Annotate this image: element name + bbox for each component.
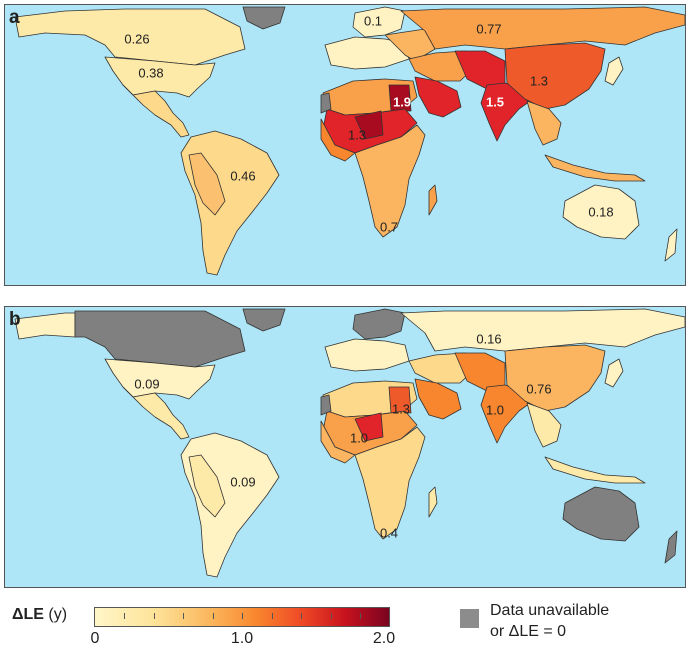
scale-tick	[331, 613, 332, 619]
region-niger-chad	[354, 110, 384, 140]
value-label-south-america: 0.46	[230, 168, 256, 184]
legend: ΔLE (y) 0 1.0 2.0 Data unavailable or ΔL…	[0, 600, 690, 657]
region-russia	[400, 308, 685, 352]
no-data-label: Data unavailable or ΔLE = 0	[490, 600, 609, 642]
value-label-australia: 0.18	[588, 204, 614, 220]
region-china	[504, 42, 606, 110]
region-arabia	[414, 378, 462, 420]
region-egypt	[388, 84, 412, 112]
legend-title: ΔLE (y)	[12, 606, 67, 624]
region-mexico-central-america	[122, 84, 190, 138]
region-south-america	[180, 432, 280, 578]
value-label-india: 1.0	[485, 402, 505, 418]
region-andes	[188, 152, 226, 216]
region-southeast-asia	[526, 100, 562, 146]
scale-tick	[183, 613, 184, 619]
no-data-swatch	[460, 609, 479, 628]
region-south-america	[180, 130, 280, 276]
value-label-west-africa: 1.0	[349, 430, 369, 446]
scale-tick	[272, 613, 273, 619]
region-western-sahara	[320, 92, 332, 114]
value-label-south-africa: 0.7	[379, 219, 399, 235]
map-panel-b: b 0.09 0.09 0.16 1.3 0.76 1.0 1.0 0.4	[4, 306, 686, 588]
no-data-line1: Data unavailable	[490, 602, 610, 619]
region-canada	[74, 310, 246, 368]
world-map-b	[14, 308, 685, 578]
value-label-canada: 0.26	[124, 31, 150, 47]
value-label-russia: 0.16	[476, 331, 502, 347]
world-map-a	[14, 6, 685, 276]
region-indonesia	[544, 154, 646, 182]
region-new-zealand	[664, 530, 678, 564]
region-japan	[604, 56, 624, 86]
value-label-egypt: 1.3	[391, 401, 411, 417]
region-greenland	[242, 308, 286, 332]
region-west-africa	[320, 118, 356, 162]
region-mexico-central-america	[122, 386, 190, 440]
value-label-south-america: 0.09	[230, 474, 256, 490]
region-scandinavia	[352, 308, 406, 340]
region-western-sahara	[320, 394, 332, 416]
region-arabia	[414, 76, 462, 118]
region-new-zealand	[664, 228, 678, 262]
panel-letter-a: a	[9, 7, 20, 28]
scale-tick	[213, 613, 214, 619]
legend-title-symbol: ΔLE	[12, 606, 44, 623]
region-japan	[604, 358, 624, 388]
scale-tick	[301, 613, 302, 619]
region-australia	[562, 184, 640, 240]
region-central-south-africa	[354, 124, 426, 238]
no-data-line2: or ΔLE = 0	[490, 623, 567, 640]
scale-tick	[154, 613, 155, 619]
region-australia	[562, 486, 640, 542]
value-label-south-africa: 0.4	[379, 525, 399, 541]
scale-min-label: 0	[90, 630, 100, 647]
region-alaska	[14, 312, 76, 340]
value-label-china: 0.76	[526, 381, 552, 397]
region-madagascar	[428, 486, 438, 518]
region-scandinavia	[352, 6, 406, 38]
value-label-west-africa: 1.3	[347, 127, 367, 143]
region-china	[504, 344, 606, 412]
scale-mid-label: 1.0	[230, 630, 254, 647]
region-central-south-africa	[354, 426, 426, 540]
region-west-africa	[320, 420, 356, 464]
value-label-russia: 0.77	[476, 21, 502, 37]
value-label-egypt: 1.9	[392, 94, 412, 110]
region-western-europe	[324, 338, 410, 372]
region-indonesia	[544, 456, 646, 484]
value-label-china: 1.3	[529, 73, 549, 89]
panel-letter-b: b	[9, 309, 21, 330]
region-russia	[400, 6, 685, 50]
map-panel-a: a 0.26 0.38 0.46 0.1 0.77 1.9 1.3 1.5 1.…	[4, 4, 686, 286]
region-egypt	[388, 386, 412, 414]
value-label-usa: 0.09	[134, 376, 160, 392]
scale-tick	[242, 613, 243, 619]
scale-tick	[360, 613, 361, 619]
legend-title-unit: (y)	[43, 606, 68, 623]
value-label-india: 1.5	[485, 94, 505, 110]
value-label-usa: 0.38	[138, 65, 164, 81]
region-greenland	[242, 6, 286, 30]
scale-max-label: 2.0	[372, 630, 396, 647]
region-madagascar	[428, 184, 438, 216]
region-southeast-asia	[526, 402, 562, 448]
region-andes	[188, 454, 226, 518]
scale-tick	[124, 613, 125, 619]
value-label-scandinavia: 0.1	[363, 13, 383, 29]
region-niger-chad	[354, 412, 384, 442]
